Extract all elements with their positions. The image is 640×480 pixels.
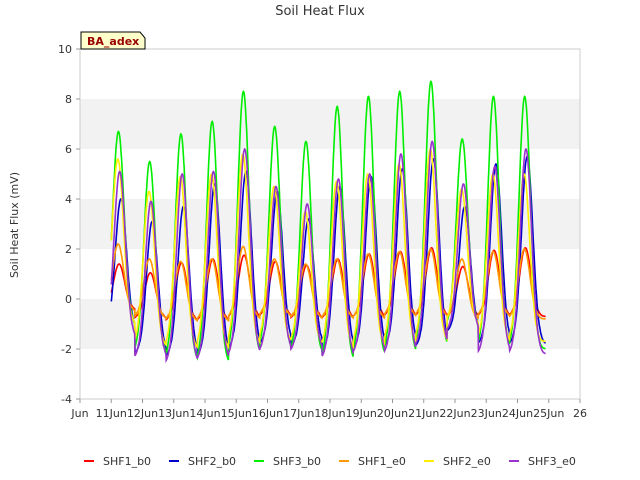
site-tag-box (80, 31, 146, 50)
y-tick-label: 0 (65, 293, 72, 306)
x-tick-label: 24Jun (502, 407, 533, 420)
x-tick-label: 13Jun (158, 407, 189, 420)
x-tick-label: 11Jun (96, 407, 127, 420)
x-tick-label: 15Jun (221, 407, 252, 420)
chart-title: Soil Heat Flux (275, 4, 365, 19)
y-tick-label: 6 (65, 143, 72, 156)
y-tick-label: 8 (65, 93, 72, 106)
series-line-SHF3_e0 (110, 140, 546, 364)
y-tick-label: 10 (58, 43, 72, 56)
x-tick-label: 16Jun (252, 407, 283, 420)
grid-band (80, 99, 580, 149)
x-tick-label: 23Jun (471, 407, 502, 420)
series-line-SHF2_e0 (110, 147, 546, 350)
y-axis-label: Soil Heat Flux (mV) (8, 172, 21, 278)
x-tick-label: 18Jun (314, 407, 345, 420)
y-tick-label: -2 (61, 343, 72, 356)
x-tick-label: 19Jun (346, 407, 377, 420)
site-tag: BA_adex (80, 31, 146, 50)
site-tag-label: BA_adex (87, 35, 139, 48)
series-group (110, 80, 546, 364)
x-tick-label: 17Jun (283, 407, 314, 420)
x-tick-label: 26 (573, 407, 587, 420)
x-tick-label: 21Jun (408, 407, 439, 420)
x-tick-label: 14Jun (189, 407, 220, 420)
legend-label-SHF3_b0: SHF3_b0 (273, 455, 321, 468)
x-tick-label: 20Jun (377, 407, 408, 420)
y-tick-label: 2 (65, 243, 72, 256)
x-tick-label: Jun (70, 407, 88, 420)
legend-label-SHF2_b0: SHF2_b0 (188, 455, 236, 468)
y-tick-label: -4 (61, 393, 72, 406)
x-tick-label: 22Jun (439, 407, 470, 420)
legend-label-SHF1_b0: SHF1_b0 (103, 455, 151, 468)
x-tick-label: 12Jun (127, 407, 158, 420)
legend-label-SHF1_e0: SHF1_e0 (358, 455, 406, 468)
x-tick-label: 25Jun (533, 407, 564, 420)
y-tick-label: 4 (65, 193, 72, 206)
legend-label-SHF3_e0: SHF3_e0 (528, 455, 576, 468)
legend: SHF1_b0 SHF2_b0 SHF3_b0 SHF1_e0 SHF2_e0 SHF3_… (84, 455, 576, 468)
legend-label-SHF2_e0: SHF2_e0 (443, 455, 491, 468)
